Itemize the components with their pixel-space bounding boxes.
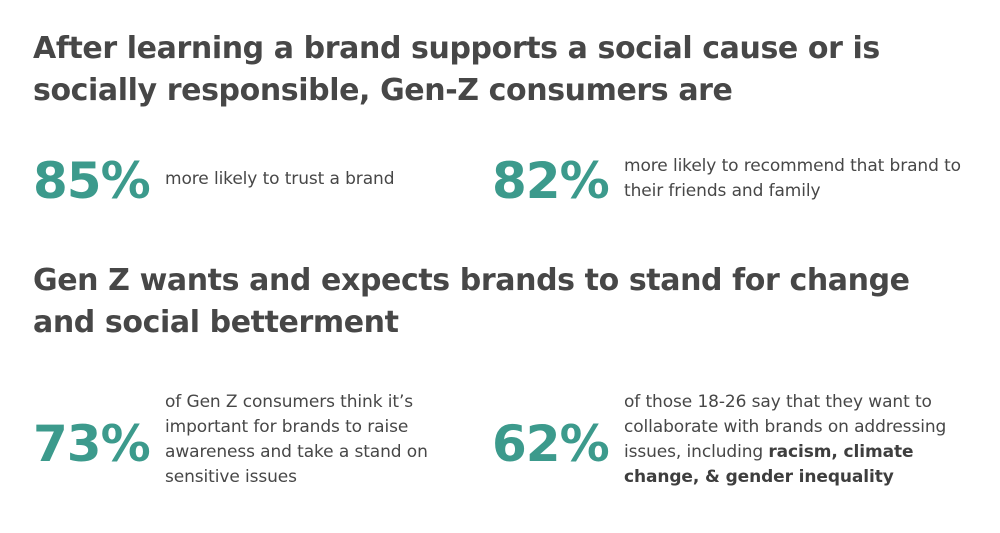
section-heading-gen-z-consumers: After learning a brand supports a social…	[33, 31, 880, 108]
stat-value: 62%	[492, 415, 610, 473]
stat-description: of Gen Z consumers think it’s important …	[165, 392, 428, 487]
stat-description-plain: of those 18-26 say that they want to col…	[624, 392, 947, 462]
stat-description: of those 18-26 say that they want to col…	[624, 390, 994, 490]
stat-recommend: 82% more likely to recommend that brand …	[492, 150, 984, 212]
stat-value: 82%	[492, 152, 610, 210]
stat-trust: 85% more likely to trust a brand	[33, 150, 455, 212]
stat-value: 85%	[33, 152, 151, 210]
stat-description-emphasis: racism, climate change, & gender inequal…	[624, 442, 914, 487]
stat-collaborate: 62% of those 18-26 say that they want to…	[492, 392, 994, 492]
stat-description: more likely to trust a brand	[165, 168, 395, 189]
stat-description: more likely to recommend that brand to t…	[624, 156, 961, 201]
stat-value: 73%	[33, 415, 151, 473]
stat-raise-awareness: 73% of Gen Z consumers think it’s import…	[33, 392, 465, 492]
section-heading-brands-stand-for-change: Gen Z wants and expects brands to stand …	[33, 263, 910, 340]
